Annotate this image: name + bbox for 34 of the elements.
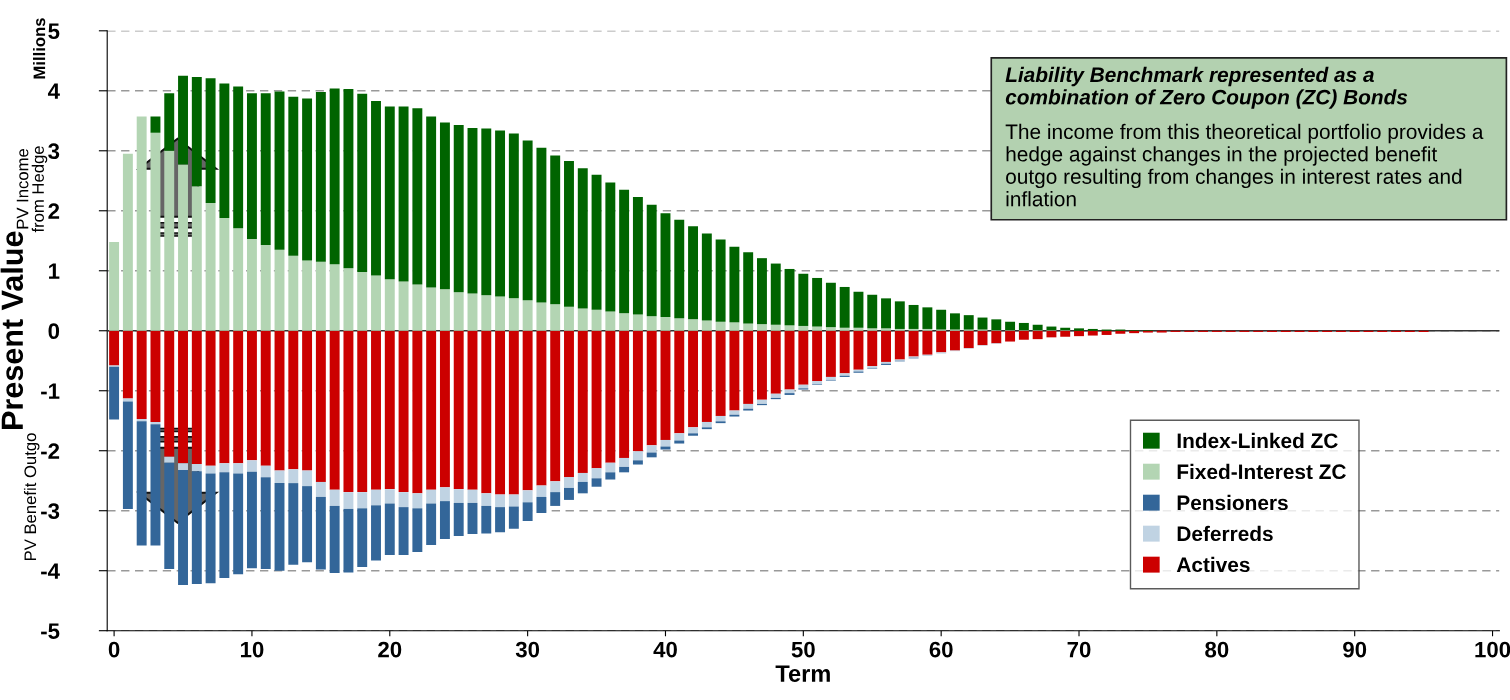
- y-tick-label: 4: [47, 83, 60, 99]
- x-tick-label: 100: [1475, 641, 1510, 658]
- y-axis-title: Present Value: [0, 231, 24, 429]
- legend-label: Fixed-Interest ZC: [1177, 463, 1346, 480]
- x-tick-label: 30: [515, 641, 540, 658]
- y-tick-label: -1: [41, 383, 60, 399]
- x-tick-label: 10: [240, 641, 264, 658]
- y-tick-label: 3: [48, 143, 60, 160]
- x-tick-label: 80: [1205, 641, 1229, 658]
- x-tick-label: 70: [1067, 641, 1091, 658]
- text: PV Income from Hedge: [16, 146, 48, 233]
- y-tick-label: -5: [41, 623, 60, 639]
- y-tick-label: 1: [49, 263, 60, 279]
- y-tick-label: -3: [41, 503, 60, 520]
- x-tick-label: 0: [108, 641, 120, 658]
- x-tick-label: 50: [791, 641, 815, 658]
- annotation: Liability Benchmark represented as a combination of Zero Coupon (ZC) Bonds: [1005, 66, 1408, 109]
- x-tick-label: 60: [929, 641, 953, 658]
- x-axis-title: Term: [775, 665, 830, 682]
- legend-label: Pensioners: [1177, 494, 1288, 511]
- legend-label: Deferreds: [1177, 525, 1273, 542]
- legend-label: Index-Linked ZC: [1177, 432, 1338, 449]
- y-tick-label: 0: [48, 323, 60, 340]
- x-tick-label: 20: [378, 641, 402, 658]
- annotation: The income from this theoretical portfolio provides a hedge against changes in the projected benefit outgo resulting from changes in interest rates and inflation: [1005, 123, 1484, 207]
- y-tick-label: 2: [48, 203, 60, 219]
- text: PV Benefit Outgo: [23, 433, 40, 561]
- y-tick-label: 5: [48, 23, 60, 40]
- x-tick-label: 40: [653, 641, 677, 658]
- y-tick-label: -4: [41, 563, 60, 579]
- y-tick-label: -2: [41, 443, 60, 459]
- legend-label: Actives: [1176, 556, 1250, 573]
- x-tick-label: 90: [1343, 641, 1367, 658]
- text: Millions: [33, 18, 46, 79]
